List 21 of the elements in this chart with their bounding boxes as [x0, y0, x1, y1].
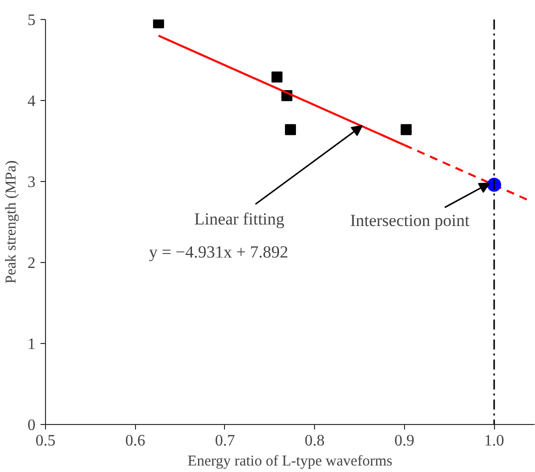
x-tick-label: 0.9	[394, 432, 414, 450]
y-tick-label: 2	[28, 255, 36, 272]
x-tick-label: 0.8	[304, 432, 325, 450]
y-axis-title: Peak strength (MPa)	[4, 160, 20, 284]
y-tick-label: 0	[28, 417, 36, 434]
annotation: Linear fitting	[194, 209, 285, 228]
annotation: y = −4.931x + 7.892	[149, 242, 288, 262]
annotation: Intersection point	[350, 210, 470, 230]
point	[271, 72, 282, 83]
point	[284, 124, 296, 136]
y-tick-label: 4	[28, 93, 36, 110]
point	[153, 20, 164, 28]
x-tick-label: 0.7	[214, 432, 235, 450]
y-tick-label: 5	[28, 12, 36, 29]
point	[400, 124, 412, 136]
x-tick-label: 0.5	[36, 432, 56, 450]
y-tick-label: 3	[28, 174, 36, 191]
x-tick-label: 1.0	[484, 432, 504, 450]
y-tick-label: 1	[28, 336, 36, 353]
x-axis-title: Energy ratio of L-type waveforms	[188, 454, 392, 470]
x-tick-label: 0.6	[125, 432, 146, 450]
